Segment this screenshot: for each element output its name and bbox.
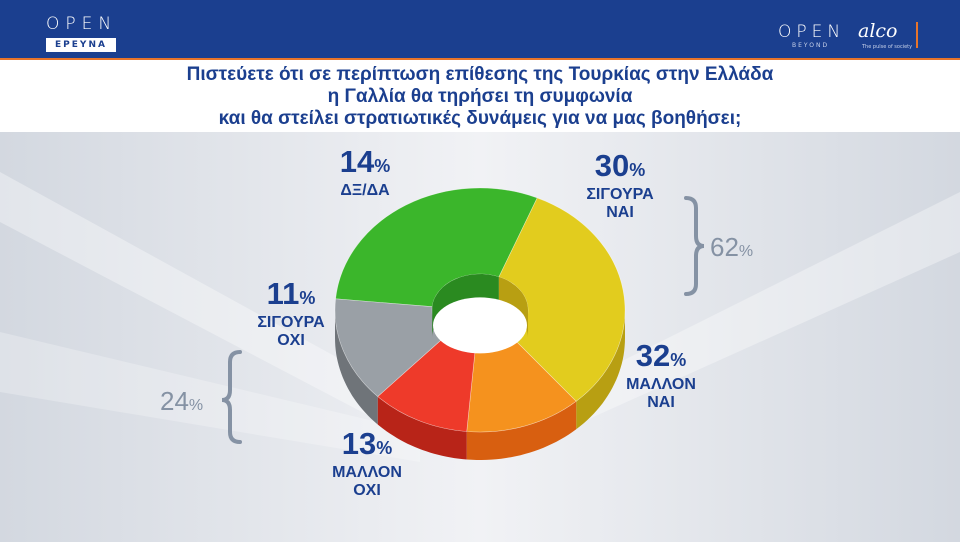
slice-side-4 xyxy=(335,310,378,425)
ereuna-badge: ΕΡΕΥΝΑ xyxy=(46,38,116,52)
label-sigoura-oxi: 11% ΣΙΓΟΥΡΑ ΟΧΙ xyxy=(257,276,325,350)
value-sigoura-nai: 30 xyxy=(594,148,630,183)
value-mallon-nai: 32 xyxy=(635,338,671,373)
header-accent-line xyxy=(0,58,960,60)
question-line-2: η Γαλλία θα τηρήσει τη συμφωνία xyxy=(327,86,633,107)
logo-divider xyxy=(916,22,918,48)
label-dk-na: 14% ΔΞ/ΔΑ xyxy=(339,144,391,200)
bracket-24 xyxy=(221,350,242,444)
open-beyond-logo: OPEN xyxy=(778,22,846,42)
question-line-3: και θα στείλει στρατιωτικές δυνάμεις για… xyxy=(218,108,742,129)
value-sigoura-oxi: 11 xyxy=(266,276,300,311)
beyond-text: BEYOND xyxy=(792,42,830,49)
donut-hole xyxy=(433,297,527,354)
question-line-1: Πιστεύετε ότι σε περίπτωση επίθεσης της … xyxy=(186,64,774,85)
open-logo: OPEN xyxy=(46,14,118,34)
header-bar xyxy=(0,0,960,60)
label-mallon-oxi: 13% ΜΑΛΛΟΝ ΟΧΙ xyxy=(332,426,402,500)
slice-side-3 xyxy=(377,396,467,460)
bracket-62 xyxy=(684,196,705,296)
alco-logo: alco xyxy=(858,20,898,42)
slice-side-1 xyxy=(576,310,625,430)
question-title-box: Πιστεύετε ότι σε περίπτωση επίθεσης της … xyxy=(0,60,960,132)
group-yes-total: 62% xyxy=(710,232,754,262)
alco-tagline: The pulse of society xyxy=(862,44,913,50)
hole-wall-0 xyxy=(432,274,499,335)
label-mallon-nai: 32% ΜΑΛΛΟΝ ΝΑΙ xyxy=(626,338,696,412)
value-mallon-oxi: 13 xyxy=(341,426,377,461)
value-dk-na: 14 xyxy=(339,144,375,179)
slice-side-2 xyxy=(466,401,577,460)
group-no-total: 24% xyxy=(160,386,204,416)
label-sigoura-nai: 30% ΣΙΓΟΥΡΑ ΝΑΙ xyxy=(586,148,654,222)
